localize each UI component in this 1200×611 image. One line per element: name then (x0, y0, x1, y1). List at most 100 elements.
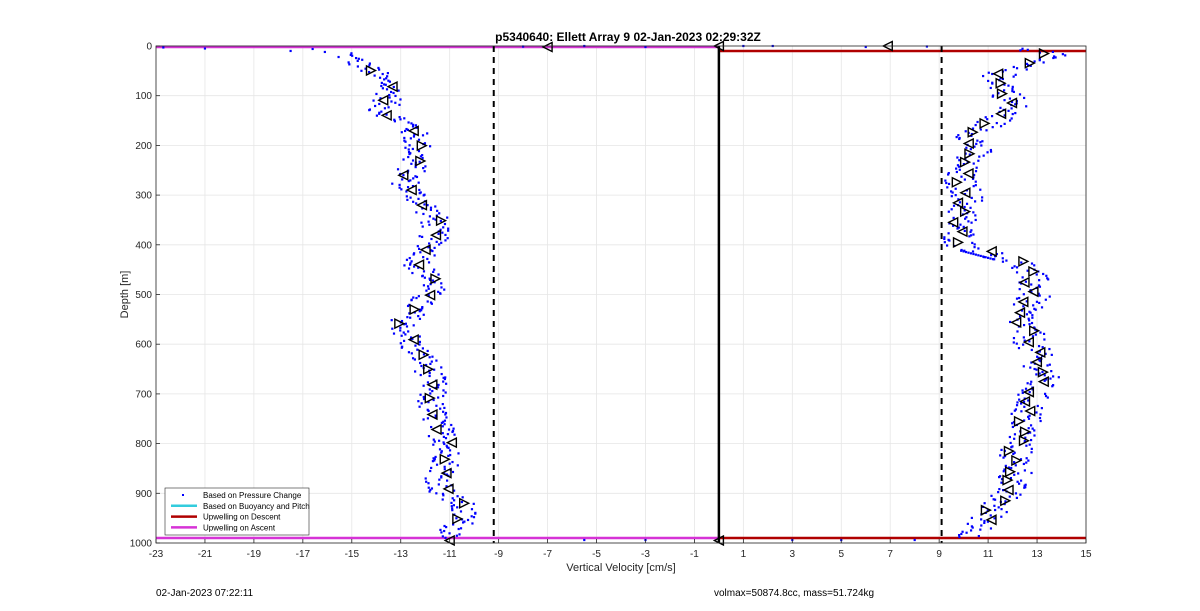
pressure-change-point (372, 99, 375, 102)
pressure-change-point (407, 330, 410, 333)
pressure-change-point (1005, 259, 1008, 262)
pressure-change-point (1017, 482, 1021, 485)
x-tick-label: 13 (1031, 549, 1043, 560)
pressure-change-point (421, 235, 424, 238)
pressure-change-point (993, 517, 996, 520)
pressure-change-point (1046, 396, 1049, 399)
pressure-change-point (972, 211, 975, 214)
pressure-change-point (974, 170, 978, 173)
pressure-change-point (444, 233, 447, 237)
pressure-change-point (446, 446, 449, 449)
buoyancy-pitch-marker (394, 317, 406, 330)
pressure-change-point (958, 534, 961, 537)
pressure-change-point (1013, 437, 1016, 440)
pressure-change-point (311, 47, 314, 51)
pressure-change-point (421, 306, 424, 309)
pressure-change-point (410, 162, 413, 165)
buoyancy-pitch-marker (1018, 435, 1031, 447)
pressure-change-point (1035, 300, 1039, 303)
pressure-change-point (407, 267, 411, 270)
pressure-change-point (442, 380, 445, 383)
pressure-change-point (443, 419, 447, 422)
pressure-change-point (422, 166, 425, 170)
pressure-change-point (429, 145, 432, 148)
pressure-change-point (394, 94, 397, 98)
pressure-change-point (419, 393, 422, 396)
pressure-change-point (420, 402, 423, 405)
pressure-change-point (1028, 310, 1031, 313)
pressure-change-point (407, 150, 411, 154)
pressure-change-point (446, 433, 449, 436)
pressure-change-point (958, 201, 962, 204)
buoyancy-pitch-marker (1018, 395, 1031, 408)
pressure-change-point (418, 405, 421, 408)
pressure-change-point (415, 296, 418, 300)
pressure-change-point (1018, 288, 1021, 291)
pressure-change-point (945, 181, 948, 185)
buoyancy-pitch-marker (397, 169, 409, 181)
pressure-change-point (463, 520, 466, 523)
pressure-change-point (433, 368, 436, 371)
pressure-change-point (1033, 429, 1036, 432)
pressure-change-point (1000, 481, 1003, 484)
pressure-change-point (422, 418, 425, 421)
pressure-change-point (434, 455, 437, 459)
x-tick-label: 1 (741, 549, 747, 560)
legend-label: Upwelling on Ascent (203, 523, 276, 532)
pressure-change-point (447, 227, 450, 230)
pressure-change-point (413, 358, 416, 361)
pressure-change-point (1027, 415, 1030, 418)
pressure-change-point (404, 140, 407, 143)
pressure-change-point (979, 254, 982, 258)
buoyancy-pitch-marker (992, 68, 1004, 80)
buoyancy-pitch-marker (1013, 415, 1026, 428)
buoyancy-pitch-marker (1018, 276, 1030, 289)
pressure-change-point (1039, 413, 1042, 416)
pressure-change-point (961, 530, 964, 533)
pressure-change-point (991, 72, 994, 76)
pressure-change-point (407, 155, 410, 159)
pressure-change-point (361, 58, 364, 61)
buoyancy-pitch-marker (1028, 265, 1040, 278)
buoyancy-pitch-marker (429, 229, 442, 241)
pressure-change-point (968, 153, 971, 156)
pressure-change-point (989, 257, 992, 260)
pressure-change-point (1029, 431, 1032, 434)
pressure-change-point (407, 121, 410, 124)
pressure-change-point (969, 148, 972, 151)
pressure-change-point (440, 366, 443, 369)
pressure-change-point (1033, 307, 1036, 310)
pressure-change-point (435, 492, 438, 495)
buoyancy-pitch-marker (1005, 97, 1018, 109)
pressure-change-point (422, 397, 426, 401)
pressure-change-point (1012, 75, 1015, 78)
pressure-change-point (1050, 370, 1053, 373)
pressure-change-point (434, 205, 437, 208)
pressure-change-point (970, 196, 973, 200)
pressure-change-point (983, 519, 986, 523)
pressure-change-point (959, 223, 962, 226)
buoyancy-pitch-marker (1011, 454, 1023, 467)
pressure-change-point (408, 312, 411, 315)
pressure-change-point (1019, 49, 1022, 52)
pressure-change-point (957, 198, 960, 201)
pressure-change-point (409, 137, 412, 140)
y-tick-label: 700 (135, 389, 152, 400)
pressure-change-point (429, 206, 433, 209)
buoyancy-pitch-marker (435, 214, 448, 227)
pressure-change-point (421, 225, 424, 228)
pressure-change-point (978, 155, 981, 158)
x-tick-label: -13 (394, 549, 409, 560)
pressure-change-point (428, 388, 431, 391)
pressure-change-point (442, 410, 445, 413)
pressure-change-point (405, 195, 408, 198)
pressure-change-point (451, 507, 454, 510)
pressure-change-point (980, 524, 983, 527)
pressure-change-point (974, 253, 977, 256)
pressure-change-point (1029, 64, 1032, 67)
pressure-change-point (1022, 305, 1025, 308)
pressure-change-point (456, 506, 459, 509)
pressure-change-point (1026, 382, 1029, 385)
pressure-change-point (449, 453, 452, 457)
pressure-change-point (1048, 347, 1051, 351)
